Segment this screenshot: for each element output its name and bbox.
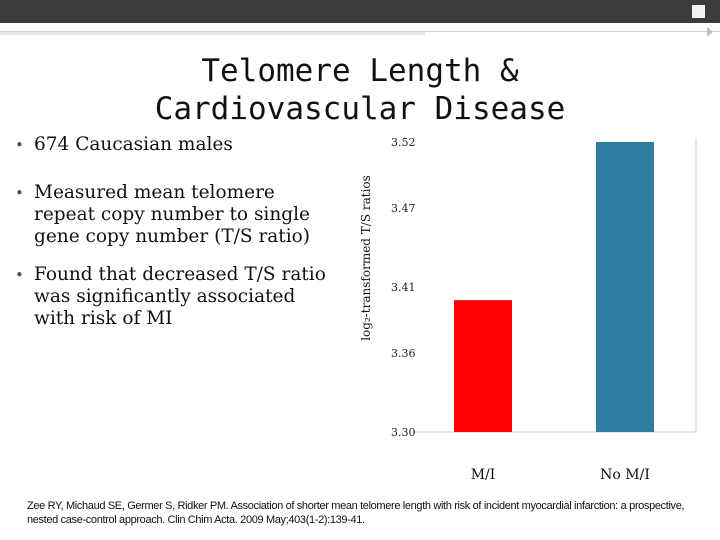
- bullet-item: • Measured mean telomere repeat copy num…: [14, 182, 334, 248]
- chart-x-tick-labels: M/I No M/I: [471, 467, 650, 483]
- citation-text: Zee RY, Michaud SE, Germer S, Ridker PM.…: [27, 500, 685, 526]
- y-tick-label: 3.41: [391, 281, 416, 294]
- bullet-text: 674 Caucasian males: [34, 134, 233, 155]
- bullet-item: • Found that decreased T/S ratio was sig…: [14, 264, 334, 330]
- chart-bars: [454, 142, 654, 432]
- arrow-right-icon: [707, 27, 713, 37]
- bullet-dot-icon: •: [15, 184, 24, 202]
- slide-title: Telomere Length & Cardiovascular Disease: [150, 52, 570, 128]
- slide-title-line-2: Cardiovascular Disease: [154, 91, 566, 127]
- x-tick-label: No M/I: [600, 467, 650, 483]
- bullet-dot-icon: •: [15, 136, 24, 154]
- bullet-list: • 674 Caucasian males • Measured mean te…: [14, 134, 334, 330]
- header-divider-accent: [0, 32, 425, 35]
- y-axis-label: log₂-transformed T/S ratios: [359, 175, 373, 341]
- bullet-item: • 674 Caucasian males: [14, 134, 334, 156]
- chart-y-tick-labels: 3.30 3.36 3.41 3.47 3.52: [391, 136, 416, 439]
- header-divider: [0, 31, 720, 32]
- bullet-text: Measured mean telomere repeat copy numbe…: [34, 182, 311, 247]
- window-top-bar: [0, 0, 720, 23]
- y-tick-label: 3.47: [391, 202, 416, 215]
- bullet-text: Found that decreased T/S ratio was signi…: [34, 264, 326, 329]
- x-tick-label: M/I: [471, 467, 496, 483]
- y-tick-label: 3.30: [391, 426, 416, 439]
- y-tick-label: 3.36: [391, 347, 416, 360]
- slide-title-line-1: Telomere Length &: [201, 53, 519, 89]
- y-tick-label: 3.52: [391, 136, 416, 149]
- bullet-dot-icon: •: [15, 266, 24, 284]
- bar-m-i: [454, 300, 512, 432]
- corner-square-icon: [692, 5, 705, 18]
- bar-no-m-i: [596, 142, 654, 432]
